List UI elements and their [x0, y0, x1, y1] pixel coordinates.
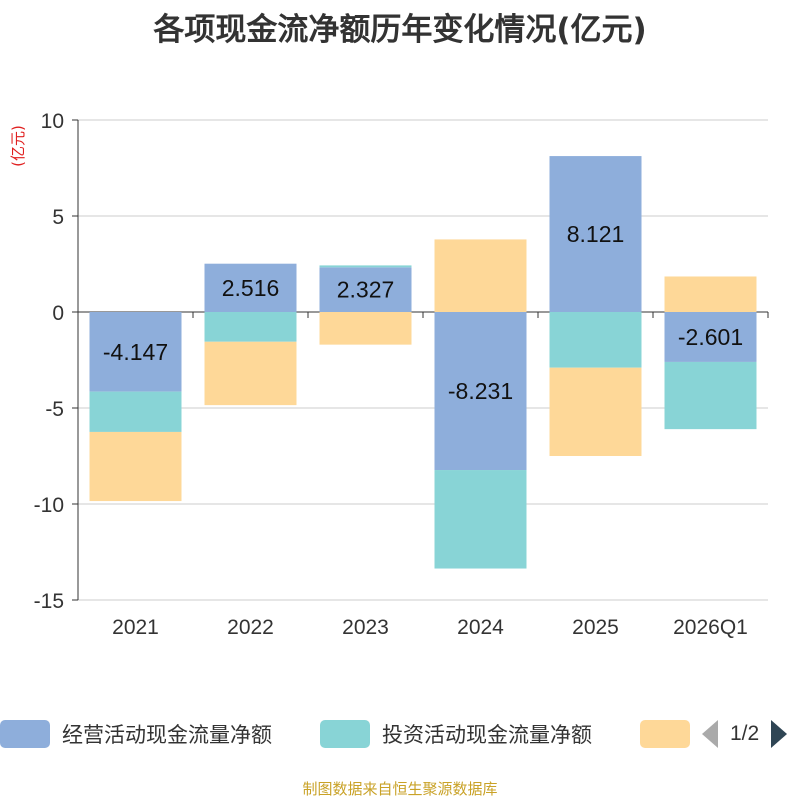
y-tick-label-4: -10 [34, 494, 64, 517]
bar-1-series-0 [204, 263, 297, 312]
bar-2-series-0 [319, 267, 412, 312]
bar-1-series-1 [204, 312, 297, 342]
legend-page-indicator: 1/2 [730, 722, 760, 745]
data-label-0: -4.147 [103, 339, 168, 365]
bar-5-series-1 [664, 361, 757, 430]
legend-swatch-operating [0, 720, 50, 748]
x-tick-label-2: 2023 [342, 616, 389, 639]
bar-4-series-0 [549, 156, 642, 312]
bar-2-series-1 [319, 265, 412, 268]
x-tick-label-0: 2021 [112, 616, 159, 639]
chart-area: 10 5 0 -5 -10 -15 (亿元) -4.147 2021 2.516 2022 2.327… [9, 110, 769, 639]
legend-prev-arrow-icon[interactable] [702, 720, 718, 748]
x-tick-label-3: 2024 [457, 616, 504, 639]
legend-item-financing[interactable] [640, 714, 690, 754]
bar-3-series-0 [434, 312, 527, 471]
bar-3-series-1 [434, 470, 527, 569]
bar-0-series-0 [89, 312, 182, 392]
bar-2-series-2 [319, 312, 412, 345]
bar-0-series-1 [89, 391, 182, 432]
bar-3-series-2 [434, 239, 527, 312]
legend-swatch-investing [320, 720, 370, 748]
data-label-1: 2.516 [222, 275, 280, 301]
y-tick-label-3: -5 [45, 398, 64, 421]
bar-0-series-2 [89, 431, 182, 502]
legend-pager: 1/2 [702, 714, 788, 754]
legend-item-operating[interactable]: 经营活动现金流量净额 [0, 714, 272, 754]
y-tick-label-2: 0 [52, 302, 64, 325]
x-tick-label-1: 2022 [227, 616, 274, 639]
legend-label-investing: 投资活动现金流量净额 [382, 724, 592, 747]
bar-1-series-2 [204, 341, 297, 406]
x-tick-label-4: 2025 [572, 616, 619, 639]
legend-label-operating: 经营活动现金流量净额 [62, 724, 272, 747]
y-axis-label: (亿元) [9, 125, 27, 167]
y-tick-label-5: -15 [34, 590, 64, 613]
y-tick-label-0: 10 [41, 110, 64, 133]
legend-item-investing[interactable]: 投资活动现金流量净额 [320, 714, 592, 754]
legend: 经营活动现金流量净额 投资活动现金流量净额 1/2 [0, 714, 800, 754]
legend-next-arrow-icon[interactable] [771, 720, 788, 748]
source-note: 制图数据来自恒生聚源数据库 [302, 781, 498, 798]
legend-swatch-financing [640, 720, 690, 748]
data-label-4: 8.121 [567, 221, 625, 247]
bar-4-series-2 [549, 367, 642, 456]
data-label-5: -2.601 [678, 324, 743, 350]
x-tick-label-5: 2026Q1 [673, 616, 748, 639]
bar-5-series-2 [664, 276, 757, 312]
bar-5-series-0 [664, 312, 757, 362]
y-tick-label-1: 5 [52, 206, 64, 229]
chart-title: 各项现金流净额历年变化情况(亿元) [153, 12, 647, 48]
data-label-2: 2.327 [337, 277, 395, 303]
bar-4-series-1 [549, 312, 642, 368]
data-label-3: -8.231 [448, 378, 513, 404]
